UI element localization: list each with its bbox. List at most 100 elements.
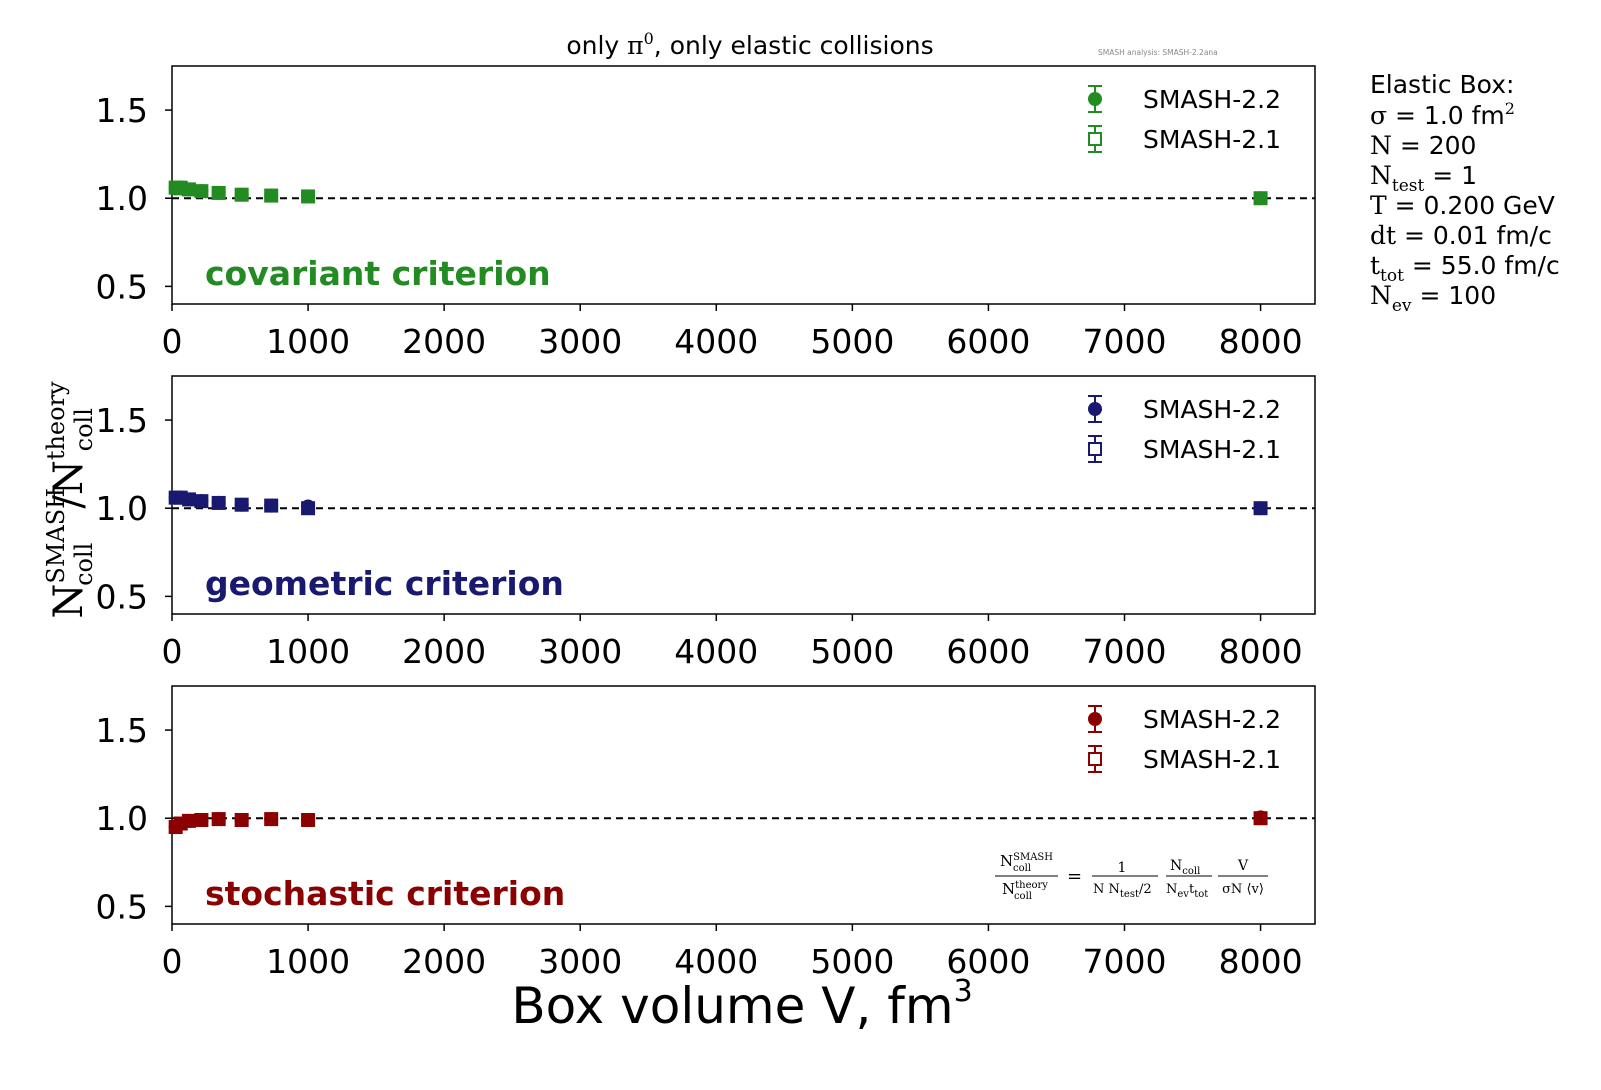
info-nev: Nev = 100 (1370, 281, 1496, 316)
legend-label: SMASH-2.1 (1143, 745, 1281, 774)
x-tick-label: 1000 (266, 942, 350, 981)
info-box: Elastic Box: σ = 1.0 fm2 N = 200 Ntest =… (1370, 70, 1560, 316)
x-tick-label: 7000 (1083, 632, 1167, 671)
x-tick-label: 5000 (810, 942, 894, 981)
data-point-smash-2-1 (1253, 191, 1268, 206)
panel-2: 0 1000 2000 3000 4000 5000 6000 7000 8000 0.5 1.0 1… (96, 375, 1316, 671)
legend-label: SMASH-2.2 (1143, 85, 1281, 114)
x-tick-label: 5000 (810, 632, 894, 671)
legend-marker-circle (1088, 402, 1102, 416)
data-point-smash-2-1 (264, 498, 279, 513)
y-tick-label: 1.0 (96, 179, 148, 218)
legend-label: SMASH-2.1 (1143, 435, 1281, 464)
info-n: N = 200 (1370, 131, 1476, 160)
x-tick-label: 1000 (266, 632, 350, 671)
x-tick-label: 4000 (674, 632, 758, 671)
legend-label: SMASH-2.1 (1143, 125, 1281, 154)
formula-equals: = (1067, 866, 1082, 887)
y-tick-label: 0.5 (96, 887, 148, 926)
data-point-smash-2-1 (194, 494, 209, 509)
x-tick-label: 2000 (402, 632, 486, 671)
legend-marker-square (1088, 442, 1102, 456)
data-point-smash-2-1 (234, 187, 249, 202)
x-tick-label: 4000 (674, 942, 758, 981)
x-tick-label: 2000 (402, 322, 486, 361)
formula: NSMASH coll Ntheory coll = 1 N Ntest/2 Nco… (995, 852, 1268, 902)
panel-criterion-label: stochastic criterion (205, 874, 565, 913)
svg-text:NSMASHcoll/Ntheorycoll: NSMASHcoll/Ntheorycoll (42, 381, 98, 619)
info-ntest: Ntest = 1 (1370, 161, 1477, 196)
formula-f2-numerator: Ncoll (1170, 858, 1200, 877)
data-point-smash-2-1 (1253, 811, 1268, 826)
x-tick-label: 0 (162, 942, 183, 981)
x-tick-label: 4000 (674, 322, 758, 361)
watermark: SMASH analysis: SMASH-2.2ana (1098, 48, 1218, 57)
x-tick-label: 8000 (1219, 942, 1303, 981)
y-tick-label: 0.5 (96, 267, 148, 306)
formula-lhs-numerator: NSMASH coll (1000, 852, 1053, 874)
data-point-smash-2-1 (301, 189, 316, 204)
x-tick-label: 0 (162, 632, 183, 671)
formula-f3-denominator: σN ⟨v⟩ (1222, 882, 1264, 897)
panels: 0 1000 2000 3000 4000 5000 6000 7000 8000 0.5 1.0 1… (96, 65, 1316, 981)
info-line-1: Elastic Box: (1370, 70, 1514, 99)
y-tick-label: 1.5 (96, 711, 148, 750)
x-tick-label: 7000 (1083, 322, 1167, 361)
formula-f3-numerator: V (1237, 858, 1249, 874)
panel-criterion-label: geometric criterion (205, 564, 564, 603)
info-sigma: σ = 1.0 fm2 (1370, 99, 1515, 130)
data-point-smash-2-1 (182, 813, 197, 828)
info-dt: dt = 0.01 fm/c (1370, 221, 1552, 250)
legend: SMASH-2.2 SMASH-2.1 (1088, 395, 1281, 464)
data-point-smash-2-1 (234, 497, 249, 512)
x-tick-label: 8000 (1219, 632, 1303, 671)
x-tick-label: 3000 (538, 632, 622, 671)
y-tick-label: 1.5 (96, 401, 148, 440)
x-tick-label: 1000 (266, 322, 350, 361)
x-tick-label: 6000 (946, 942, 1030, 981)
x-axis-label: Box volume V, fm3 (511, 974, 972, 1035)
info-temperature: T = 0.200 GeV (1370, 191, 1555, 220)
x-tick-label: 8000 (1219, 322, 1303, 361)
legend: SMASH-2.2 SMASH-2.1 (1088, 705, 1281, 774)
info-ttot: ttot = 55.0 fm/c (1370, 251, 1560, 286)
y-tick-label: 1.5 (96, 91, 148, 130)
y-tick-label: 1.0 (96, 489, 148, 528)
chart-title: only π0, only elastic collisions (566, 29, 933, 60)
data-point-smash-2-1 (211, 495, 226, 510)
panel-1: 0 1000 2000 3000 4000 5000 6000 7000 8000 0.5 1.0 1… (96, 65, 1316, 361)
x-tick-label: 5000 (810, 322, 894, 361)
legend-label: SMASH-2.2 (1143, 705, 1281, 734)
legend-label: SMASH-2.2 (1143, 395, 1281, 424)
legend-marker-circle (1088, 712, 1102, 726)
data-point-smash-2-1 (264, 812, 279, 827)
x-tick-label: 6000 (946, 632, 1030, 671)
data-point-smash-2-1 (211, 185, 226, 200)
panel-3: 0 1000 2000 3000 4000 5000 6000 7000 8000 0.5 1.0 1… (96, 685, 1316, 981)
legend-marker-square (1088, 752, 1102, 766)
data-point-smash-2-1 (301, 501, 316, 516)
data-point-smash-2-1 (1253, 501, 1268, 516)
data-point-smash-2-1 (211, 812, 226, 827)
x-tick-label: 7000 (1083, 942, 1167, 981)
x-tick-label: 2000 (402, 942, 486, 981)
legend-marker-circle (1088, 92, 1102, 106)
axes-frame (171, 685, 1316, 925)
legend: SMASH-2.2 SMASH-2.1 (1088, 85, 1281, 154)
formula-lhs-denominator: Ntheory coll (1002, 880, 1048, 902)
x-tick-label: 6000 (946, 322, 1030, 361)
y-axis-label: NSMASHcoll/Ntheorycoll (42, 381, 98, 619)
y-tick-label: 0.5 (96, 577, 148, 616)
legend-marker-square (1088, 132, 1102, 146)
data-point-smash-2-1 (194, 184, 209, 199)
data-point-smash-2-1 (194, 812, 209, 827)
x-tick-label: 3000 (538, 942, 622, 981)
data-point-smash-2-1 (234, 812, 249, 827)
formula-f1-denominator: N Ntest/2 (1093, 882, 1152, 900)
y-tick-label: 1.0 (96, 799, 148, 838)
data-point-smash-2-1 (182, 492, 197, 507)
data-point-smash-2-1 (264, 188, 279, 203)
data-point-smash-2-1 (182, 182, 197, 197)
x-tick-label: 3000 (538, 322, 622, 361)
